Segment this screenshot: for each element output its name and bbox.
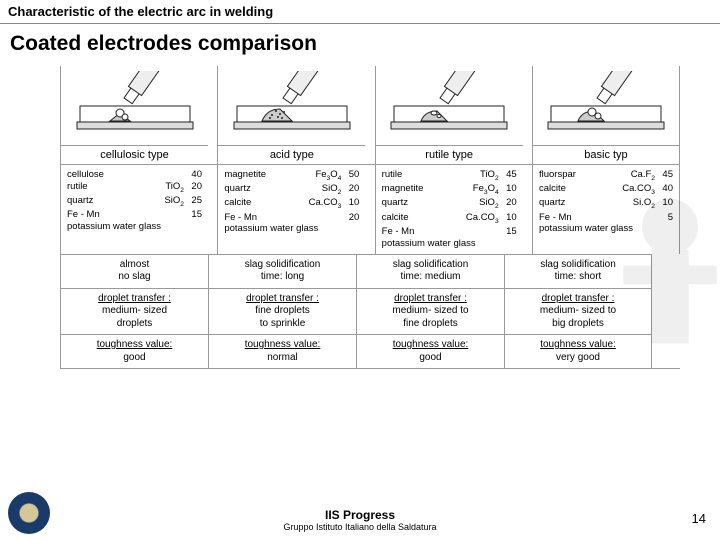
slag-cell: almostno slag [60, 254, 208, 288]
transfer-cell: droplet transfer :fine dropletsto sprink… [208, 288, 356, 335]
slag-row: almostno slagslag solidificationtime: lo… [60, 254, 680, 288]
transfer-row: droplet transfer :medium- sizeddropletsd… [60, 288, 680, 335]
composition-cell: rutileTiO245magnetiteFe3O410quartzSiO220… [375, 165, 523, 254]
composition-cell: magnetiteFe3O450quartzSiO220calciteCa.CO… [217, 165, 365, 254]
transfer-cell: droplet transfer :medium- sized tofine d… [356, 288, 504, 335]
composition-cell: cellulose40rutileTiO220quartzSiO225Fe - … [60, 165, 208, 254]
slide-title: Coated electrodes comparison [0, 24, 720, 60]
page-number: 14 [692, 511, 706, 526]
type-label: cellulosic type [60, 146, 208, 164]
footer: IIS Progress Gruppo Istituto Italiano de… [0, 508, 720, 532]
comparison-table: cellulosic type acid type rutile type ba… [60, 66, 680, 369]
type-row: cellulosic type acid type rutile type ba… [60, 146, 680, 165]
composition-cell: fluorsparCa.F245calciteCa.CO340quartzSi.… [532, 165, 680, 254]
slide-header: Characteristic of the electric arc in we… [0, 0, 720, 24]
toughness-cell: toughness value:very good [504, 334, 652, 368]
transfer-cell: droplet transfer :medium- sizeddroplets [60, 288, 208, 335]
toughness-cell: toughness value:normal [208, 334, 356, 368]
type-label: rutile type [375, 146, 523, 164]
diagram-row [60, 66, 680, 146]
toughness-cell: toughness value:good [60, 334, 208, 368]
slag-cell: slag solidificationtime: long [208, 254, 356, 288]
type-label: acid type [217, 146, 365, 164]
type-label: basic typ [532, 146, 680, 164]
diagram-basic [532, 66, 680, 146]
diagram-cellulosic [60, 66, 208, 146]
composition-row: cellulose40rutileTiO220quartzSiO225Fe - … [60, 165, 680, 254]
slag-cell: slag solidificationtime: medium [356, 254, 504, 288]
diagram-acid [217, 66, 365, 146]
transfer-cell: droplet transfer :medium- sized tobig dr… [504, 288, 652, 335]
toughness-cell: toughness value:good [356, 334, 504, 368]
footer-sub: Gruppo Istituto Italiano della Saldatura [0, 522, 720, 532]
diagram-rutile [375, 66, 523, 146]
footer-org: IIS Progress [0, 508, 720, 522]
toughness-row: toughness value:goodtoughness value:norm… [60, 334, 680, 369]
slag-cell: slag solidificationtime: short [504, 254, 652, 288]
